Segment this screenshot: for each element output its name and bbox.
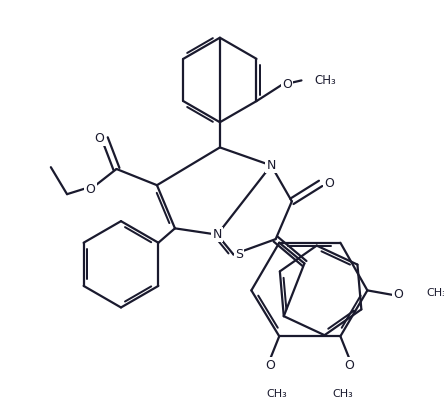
Text: O: O: [345, 358, 354, 372]
Text: N: N: [213, 228, 222, 241]
Text: CH₃: CH₃: [314, 74, 336, 87]
Text: O: O: [95, 132, 104, 145]
Text: O: O: [393, 288, 403, 301]
Text: CH₃: CH₃: [427, 288, 444, 298]
Text: CH₃: CH₃: [333, 389, 353, 399]
Text: O: O: [325, 177, 334, 190]
Text: S: S: [235, 248, 243, 261]
Text: N: N: [266, 159, 276, 172]
Text: O: O: [266, 358, 275, 372]
Text: O: O: [282, 78, 292, 92]
Text: CH₃: CH₃: [266, 389, 287, 399]
Text: O: O: [86, 183, 95, 196]
